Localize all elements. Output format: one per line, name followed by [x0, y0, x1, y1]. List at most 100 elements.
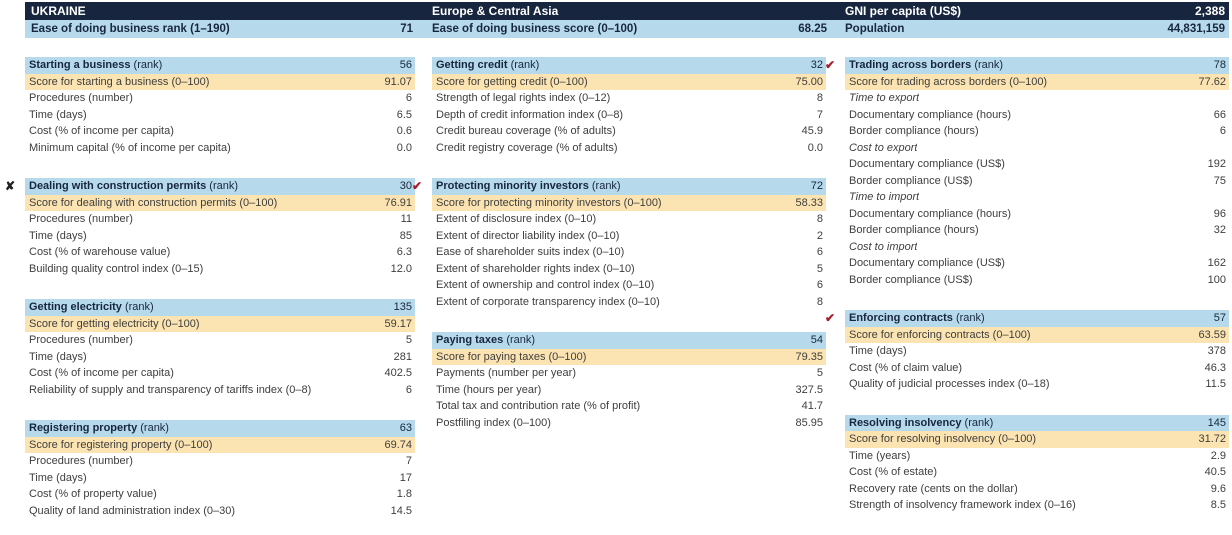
row-label: Total tax and contribution rate (% of pr… [436, 400, 641, 412]
row-value: 85.95 [795, 416, 823, 429]
row-label: Border compliance (US$) [849, 273, 973, 286]
detail-row: Cost (% of claim value) 46.3 [845, 360, 1229, 377]
row-label: Extent of ownership and control index (0… [436, 279, 655, 291]
row-label: Documentary compliance (hours) [849, 108, 1012, 121]
row-label: Documentary compliance (hours) [849, 207, 1012, 220]
section-rank-value: 72 [810, 180, 823, 192]
top-navy-band: UKRAINE Europe & Central Asia GNI per ca… [25, 2, 1229, 20]
row-label: Strength of insolvency framework index (… [849, 499, 1076, 511]
detail-row: Time (days) 17 [25, 470, 415, 487]
country-name: UKRAINE [31, 4, 86, 18]
column-2: Getting credit (rank) 32 Score for getting… [412, 57, 826, 453]
row-value: 6 [405, 383, 412, 396]
section-title: Enforcing contracts (rank) [849, 312, 985, 324]
check-icon: ✔ [825, 311, 836, 325]
detail-row: Border compliance (hours) 32 [845, 222, 1229, 239]
score-row: Score for protecting minority investors … [432, 194, 826, 211]
ease-rank-value: 71 [400, 23, 413, 35]
score-row: Score for enforcing contracts (0–100) 63.… [845, 326, 1229, 343]
row-label: Procedures (number) [29, 455, 133, 467]
population-label: Population [845, 23, 905, 35]
detail-row: Cost (% of estate) 40.5 [845, 464, 1229, 481]
detail-row: Documentary compliance (hours) 66 [845, 107, 1229, 124]
row-label: Cost (% of claim value) [849, 361, 963, 374]
row-value: 59.17 [384, 317, 412, 330]
row-value: 46.3 [1204, 361, 1226, 374]
row-value: 40.5 [1204, 466, 1226, 478]
section-rank-value: 56 [399, 59, 412, 71]
row-value: 8.5 [1210, 499, 1226, 511]
section-rank-value: 57 [1213, 312, 1226, 324]
row-value: 85 [399, 229, 412, 242]
section-header-row: Starting a business (rank) 56 [25, 57, 415, 74]
row-value: 8 [816, 295, 823, 308]
detail-row: Payments (number per year) 5 [432, 365, 826, 382]
section-getting-credit: Getting credit (rank) 32 Score for getting… [432, 57, 826, 156]
section-header-row: Getting electricity (rank) 135 [25, 299, 415, 316]
row-label: Procedures (number) [29, 334, 133, 346]
row-value: 100 [1207, 273, 1226, 286]
detail-row: Reliability of supply and transparency o… [25, 382, 415, 399]
row-value: 8 [816, 92, 823, 104]
ease-score-value: 68.25 [798, 23, 827, 35]
detail-row: Cost (% of property value) 1.8 [25, 486, 415, 503]
row-value: 6 [816, 246, 823, 258]
section-dealing-with-construction-permits: ✘ Dealing with construction permits (rank… [5, 178, 415, 277]
section-rank-value: 145 [1207, 416, 1226, 429]
score-row: Score for paying taxes (0–100) 79.35 [432, 348, 826, 365]
row-value: 75 [1213, 174, 1226, 187]
section-registering-property: Registering property (rank) 63 Score for r… [25, 420, 415, 519]
country-cell: UKRAINE [25, 2, 417, 20]
group-row: Cost to import [845, 239, 1229, 256]
row-label: Score for enforcing contracts (0–100) [849, 328, 1031, 341]
row-label: Minimum capital (% of income per capita) [29, 141, 231, 154]
row-label: Time (years) [849, 449, 911, 462]
detail-row: Border compliance (hours) 6 [845, 123, 1229, 140]
row-value: 66 [1213, 108, 1226, 121]
row-label: Documentary compliance (US$) [849, 158, 1005, 170]
region-cell: Europe & Central Asia [417, 2, 831, 20]
row-label: Time (days) [29, 108, 87, 121]
row-value: 75.00 [795, 75, 823, 88]
row-value: 378 [1207, 345, 1226, 357]
row-label: Cost (% of income per capita) [29, 367, 174, 379]
row-value: 45.9 [801, 125, 823, 137]
detail-row: Procedures (number) 11 [25, 211, 415, 228]
summary-blue-band: Ease of doing business rank (1–190) 71 E… [25, 20, 1229, 38]
region-name: Europe & Central Asia [432, 4, 559, 18]
gni-label: GNI per capita (US$) [845, 4, 962, 18]
row-value: 41.7 [801, 400, 823, 412]
row-value: 69.74 [384, 438, 412, 451]
detail-row: Procedures (number) 7 [25, 453, 415, 470]
column-3: ✔ Trading across borders (rank) 78 Score fo… [825, 57, 1229, 535]
section-header-row: Protecting minority investors (rank) 72 [432, 178, 826, 195]
section-getting-electricity: Getting electricity (rank) 135 Score for g… [25, 299, 415, 398]
detail-row: Depth of credit information index (0–8) 7 [432, 107, 826, 124]
score-row: Score for trading across borders (0–100)… [845, 73, 1229, 90]
row-value: 63.59 [1198, 328, 1226, 341]
section-header-row: Enforcing contracts (rank) 57 [845, 310, 1229, 327]
row-label: Credit registry coverage (% of adults) [436, 141, 618, 154]
row-value: 91.07 [384, 75, 412, 88]
row-value: 5 [816, 367, 823, 379]
section-resolving-insolvency: Resolving insolvency (rank) 145 Score for … [845, 414, 1229, 514]
score-row: Score for dealing with construction perm… [25, 194, 415, 211]
row-value: 11.5 [1205, 378, 1226, 390]
section-rank-value: 78 [1213, 59, 1226, 71]
row-label: Border compliance (hours) [849, 125, 979, 137]
row-label: Time (hours per year) [436, 383, 542, 396]
row-value: 32 [1213, 224, 1226, 236]
section-title: Dealing with construction permits (rank) [29, 180, 239, 192]
detail-row: Extent of ownership and control index (0… [432, 277, 826, 294]
detail-row: Minimum capital (% of income per capita)… [25, 140, 415, 157]
section-title: Getting credit (rank) [436, 59, 540, 71]
row-label: Procedures (number) [29, 92, 133, 104]
row-label: Score for trading across borders (0–100) [849, 75, 1048, 88]
row-label: Score for protecting minority investors … [436, 196, 662, 209]
row-value: 0.0 [807, 141, 823, 154]
row-label: Quality of land administration index (0–… [29, 504, 236, 517]
detail-row: Border compliance (US$) 75 [845, 173, 1229, 190]
row-label: Recovery rate (cents on the dollar) [849, 482, 1018, 495]
row-label: Time to import [849, 191, 920, 203]
detail-row: Credit bureau coverage (% of adults) 45.9 [432, 123, 826, 140]
